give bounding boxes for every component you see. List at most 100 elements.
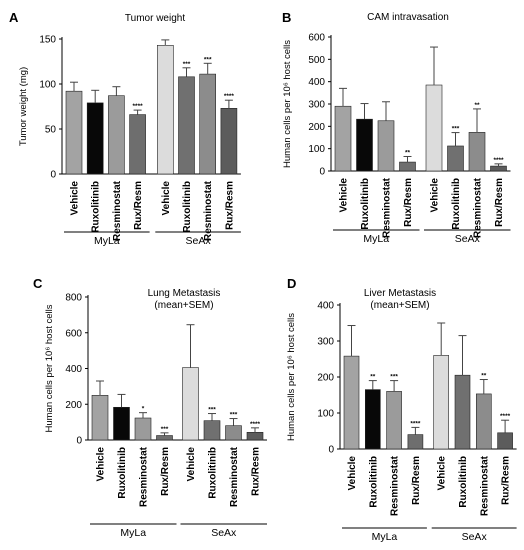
significance-mark: **** — [493, 157, 504, 164]
y-tick-label: 100 — [39, 80, 56, 91]
panel-label: D — [287, 276, 296, 291]
panel-label: A — [9, 10, 19, 25]
panel-label: B — [282, 10, 291, 25]
x-tick-label: Vehicle — [96, 447, 107, 482]
significance-mark: *** — [161, 426, 169, 433]
y-tick-label: 600 — [65, 328, 82, 339]
y-tick-label: 400 — [65, 364, 82, 375]
bar — [225, 425, 242, 441]
x-tick-label: Resminostat — [382, 177, 393, 238]
group-label: SeAx — [462, 531, 488, 543]
y-tick-label: 0 — [76, 436, 82, 447]
chart-title: Liver Metastasis — [364, 288, 436, 299]
x-tick-label: Resminostat — [203, 180, 214, 241]
chart-title: Tumor weight — [125, 13, 185, 24]
y-axis-label: Human cells per 10⁶ host cells — [282, 40, 293, 168]
x-tick-label: Resminostat — [112, 180, 123, 241]
x-tick-label: Vehicle — [186, 447, 197, 482]
significance-mark: *** — [204, 56, 212, 63]
significance-mark: *** — [452, 126, 460, 133]
x-tick-label: Rux/Resm — [494, 178, 505, 227]
significance-mark: ** — [370, 374, 376, 381]
significance-mark: *** — [183, 61, 191, 68]
x-tick-label: Ruxolitinib — [208, 447, 219, 499]
y-tick-label: 800 — [65, 293, 82, 304]
x-tick-label: Rux/Resm — [411, 456, 422, 505]
bar — [497, 432, 513, 450]
x-tick-label: Vehicle — [161, 181, 172, 216]
x-tick-label: Vehicle — [347, 456, 358, 491]
x-tick-label: Resminostat — [139, 446, 150, 507]
x-tick-label: Ruxolitinib — [458, 456, 469, 508]
bar — [399, 161, 416, 172]
significance-mark: ** — [405, 149, 411, 156]
bar — [490, 165, 507, 172]
group-label: SeAx — [186, 235, 212, 247]
bar — [386, 391, 402, 450]
bar — [246, 432, 264, 441]
y-tick-label: 600 — [308, 33, 325, 44]
bar — [113, 406, 130, 441]
bar — [182, 367, 199, 441]
bar — [134, 417, 152, 441]
x-tick-label: Rux/Resm — [501, 456, 512, 505]
bar — [433, 355, 450, 450]
significance-mark: **** — [250, 421, 261, 428]
x-tick-label: Rux/Resm — [403, 178, 414, 227]
y-tick-label: 400 — [308, 77, 325, 88]
y-tick-label: 300 — [317, 337, 334, 348]
group-label: SeAx — [211, 527, 237, 539]
y-tick-label: 100 — [308, 144, 325, 155]
x-tick-label: Vehicle — [430, 178, 441, 213]
bar — [86, 102, 104, 175]
chart-title: Lung Metastasis — [148, 288, 221, 299]
y-tick-label: 300 — [308, 100, 325, 111]
y-tick-label: 0 — [319, 167, 325, 178]
panel-d: D Liver Metastasis(mean+SEM) Human cells p… — [286, 276, 517, 543]
significance-mark: **** — [500, 413, 511, 420]
group-label: MyLa — [94, 235, 120, 247]
group-label: MyLa — [120, 527, 146, 539]
x-tick-label: Ruxolitinib — [91, 181, 102, 233]
bar — [447, 145, 464, 172]
y-tick-label: 500 — [308, 55, 325, 66]
y-tick-label: 200 — [317, 373, 334, 384]
x-tick-label: Vehicle — [70, 181, 81, 216]
bar — [364, 389, 381, 450]
bar — [407, 434, 424, 450]
group-label: SeAx — [455, 233, 481, 245]
bar — [454, 374, 471, 450]
bar — [334, 105, 352, 172]
bar — [425, 84, 443, 172]
chart-subtitle: (mean+SEM) — [370, 300, 429, 311]
x-tick-label: Rux/Resm — [251, 447, 262, 496]
y-tick-label: 200 — [65, 400, 82, 411]
group-label: MyLa — [363, 233, 389, 245]
bar — [468, 132, 486, 172]
x-tick-label: Ruxolitinib — [368, 456, 379, 508]
y-tick-label: 100 — [317, 409, 334, 420]
bar — [475, 393, 492, 450]
significance-mark: *** — [390, 374, 398, 381]
x-tick-label: Resminostat — [479, 455, 490, 516]
x-tick-label: Resminostat — [390, 455, 401, 516]
y-axis-label: Human cells per 10⁶ host cells — [286, 313, 297, 441]
x-tick-label: Vehicle — [437, 456, 448, 491]
x-tick-label: Resminostat — [473, 177, 484, 238]
y-tick-label: 0 — [328, 445, 334, 456]
chart-title: CAM intravasation — [367, 12, 449, 23]
significance-mark: **** — [410, 420, 421, 427]
significance-mark: **** — [224, 93, 235, 100]
bar — [220, 108, 238, 175]
bar — [377, 120, 395, 172]
panel-b: B CAM intravasation Human cells per 10⁶ ho… — [282, 10, 511, 245]
bar — [91, 395, 109, 441]
bar — [129, 114, 146, 175]
group-label: MyLa — [372, 531, 398, 543]
significance-mark: *** — [208, 407, 216, 414]
x-tick-label: Vehicle — [339, 178, 350, 213]
bar — [203, 420, 221, 441]
y-tick-label: 0 — [50, 170, 56, 181]
bar — [156, 435, 173, 441]
bar — [356, 118, 373, 172]
